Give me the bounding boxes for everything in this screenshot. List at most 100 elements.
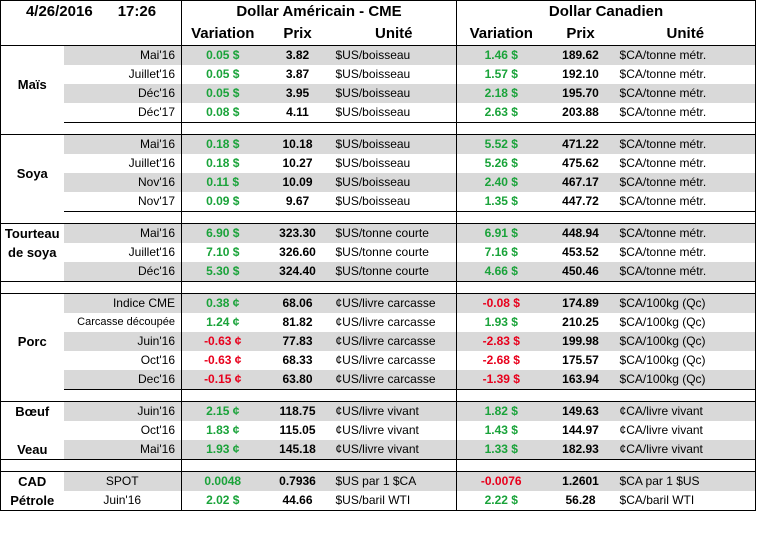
ca-unit: $CA/100kg (Qc) [615,313,757,332]
ca-unit: $CA/tonne métr. [615,192,757,212]
group-label-veau: Veau [0,440,64,460]
group-label-cad: CAD [0,471,64,491]
ca-variation: -0.08 $ [456,293,546,313]
contract-label: Juillet'16 [128,67,175,81]
us-variation: 2.02 $ [181,491,264,511]
us-price: 118.75 [263,401,332,421]
us-price: 68.33 [282,353,313,367]
ca-unit: $CA/100kg (Qc) [615,370,757,390]
ca-unit: $CA/tonne métr. [615,154,757,173]
table-row: Juin'16 -0.63 ¢ 77.83 ¢US/livre carcasse… [1,332,757,351]
us-unit: ¢US/livre carcasse [331,370,457,390]
ca-price: 174.89 [545,293,616,313]
ca-price: 182.93 [545,440,616,460]
table-row: Dec'16 -0.15 ¢ 63.80 ¢US/livre carcasse … [1,370,757,390]
us-price: 10.27 [282,156,313,170]
spacer-row [0,211,757,224]
ca-unit: $CA par 1 $US [615,471,757,491]
contract-label: Nov'17 [63,192,182,212]
ca-variation: 5.26 $ [456,154,546,173]
ca-unit: $CA/100kg (Qc) [615,332,757,351]
contract-label: Juin'16 [63,401,182,421]
us-price: 3.95 [263,84,332,103]
contract-label: Déc'17 [63,103,182,123]
us-price: 10.18 [263,134,332,154]
us-price: 10.09 [263,173,332,192]
us-variation: 7.10 $ [181,243,264,262]
us-variation: 2.15 ¢ [181,401,264,421]
ca-variation: 4.66 $ [456,262,546,282]
us-variation: 5.30 $ [181,262,264,282]
header-row-2: Variation Prix Unité Variation Prix Unit… [0,23,757,46]
us-variation: 1.24 ¢ [181,313,264,332]
ca-unit: $CA/tonne métr. [615,84,757,103]
us-variation: 0.05 $ [181,84,264,103]
ca-variation: -1.39 $ [456,370,546,390]
group-label-de-soya: de soya [0,243,64,262]
table-row: Juillet'16 0.05 $ 3.87 $US/boisseau 1.57… [1,65,757,84]
us-col-unite: Unité [331,23,457,46]
group-label-soya: Soya [0,134,64,212]
us-price: 4.11 [263,103,332,123]
table-row: Oct'16 1.83 ¢ 115.05 ¢US/livre vivant 1.… [0,421,757,440]
ca-price: 195.70 [545,84,616,103]
us-unit: ¢US/livre vivant [331,440,457,460]
contract-label: Mai'16 [63,440,182,460]
us-unit: ¢US/livre carcasse [331,293,457,313]
ca-unit: $CA/100kg (Qc) [615,293,757,313]
spacer-row [0,281,757,294]
table-row: Déc'16 0.05 $ 3.95 $US/boisseau 2.18 $ 1… [1,84,757,103]
ca-section-title: Dollar Canadien [456,0,757,23]
us-variation: 0.05 $ [181,65,264,84]
report-date: 4/26/2016 [25,3,93,20]
ca-price: 203.88 [545,103,616,123]
us-variation: 1.93 ¢ [181,440,264,460]
us-price: 3.87 [285,67,310,81]
ca-unit: ¢CA/livre vivant [615,421,757,440]
contract-label: Déc'16 [63,84,182,103]
us-unit: ¢US/livre vivant [335,423,419,437]
ca-unit: $CA/tonne métr. [615,45,757,65]
us-unit: ¢US/livre vivant [331,401,457,421]
us-price: 0.7936 [263,471,332,491]
ca-price: 448.94 [545,223,616,243]
ca-price: 210.25 [562,315,599,329]
contract-label: Mai'16 [63,223,182,243]
us-unit: $US/boisseau [331,192,457,212]
group-label-tourteau: Tourteau [0,223,64,243]
us-unit: ¢US/livre carcasse [331,332,457,351]
table-row: Déc'17 0.08 $ 4.11 $US/boisseau 2.63 $ 2… [1,103,757,123]
us-unit: ¢US/livre carcasse [335,353,436,367]
table-row: Carcasse découpée 1.24 ¢ 81.82 ¢US/livre… [1,313,757,332]
us-price: 145.18 [263,440,332,460]
ca-variation: 1.35 $ [456,192,546,212]
us-price: 323.30 [263,223,332,243]
ca-variation: 1.33 $ [456,440,546,460]
ca-price: 175.57 [562,353,599,367]
ca-variation: 1.46 $ [456,45,546,65]
contract-label: Oct'16 [140,353,175,367]
ca-price: 199.98 [545,332,616,351]
us-unit: $US/boisseau [335,156,411,170]
us-unit: $US/baril WTI [331,491,457,511]
contract-label: Juin'16 [63,491,182,511]
ca-variation: 2.22 $ [456,491,546,511]
ca-price: 192.10 [562,67,599,81]
table-row: Pétrole Juin'16 2.02 $ 44.66 $US/baril W… [0,491,757,511]
ca-unit: $CA/baril WTI [615,491,757,511]
us-variation: 0.05 $ [181,45,264,65]
us-variation: -0.15 ¢ [181,370,264,390]
ca-unit: $CA/tonne métr. [615,223,757,243]
contract-label: Juillet'16 [128,156,175,170]
table-row: Soya Mai'16 0.18 $ 10.18 $US/boisseau 5.… [0,134,757,212]
us-variation: 0.18 $ [181,134,264,154]
us-unit: $US/tonne courte [335,245,429,259]
ca-price: 447.72 [545,192,616,212]
contract-label: Déc'16 [63,262,182,282]
group-label-petrole: Pétrole [0,491,64,511]
contract-label: Juin'16 [63,332,182,351]
ca-price: 149.63 [545,401,616,421]
contract-label: Oct'16 [140,423,175,437]
table-row: Nov'16 0.11 $ 10.09 $US/boisseau 2.40 $ … [1,173,757,192]
